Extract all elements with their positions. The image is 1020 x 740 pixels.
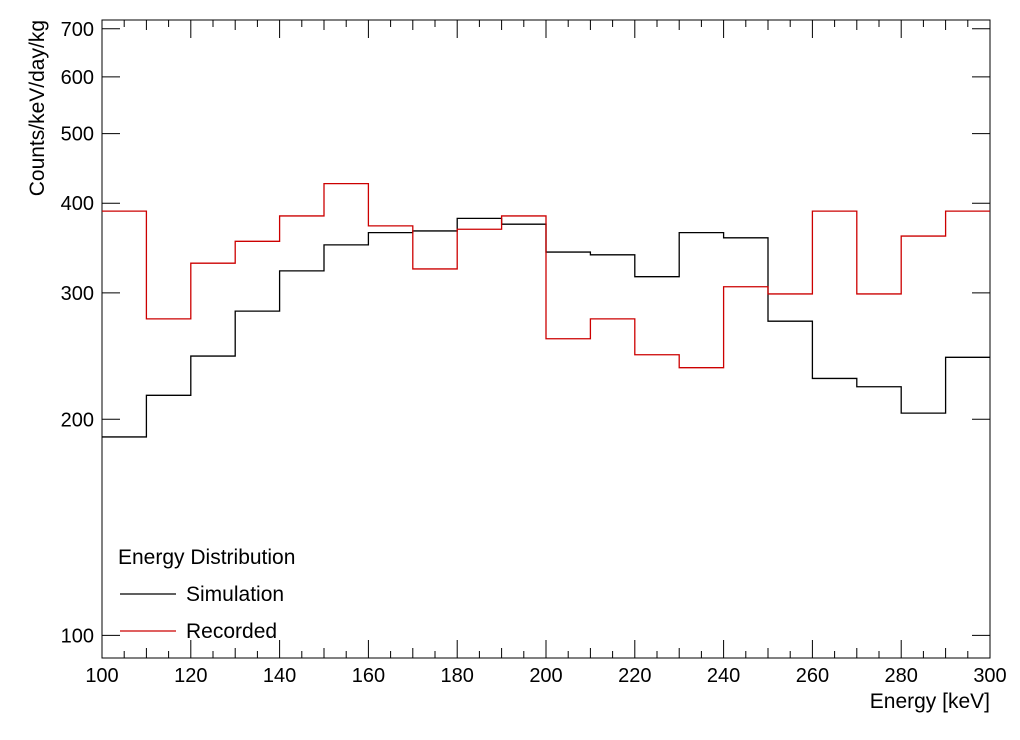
x-tick-label: 300 <box>973 665 1006 687</box>
axis-ticks: 100 120 140 160 180 200 220 240 260 280 300 100 200 3… <box>61 19 1007 687</box>
legend-label-recorded: Recorded <box>186 620 277 643</box>
x-tick-label: 140 <box>263 665 296 687</box>
y-tick-label: 200 <box>61 409 94 431</box>
x-tick-label: 220 <box>618 665 651 687</box>
y-tick-label: 600 <box>61 67 94 89</box>
legend-label-simulation: Simulation <box>186 583 284 606</box>
x-tick-label: 100 <box>85 665 118 687</box>
x-tick-label: 200 <box>529 665 562 687</box>
series-line-recorded <box>102 182 990 369</box>
legend: Energy Distribution Simulation Recorded <box>118 546 295 643</box>
x-axis-title: Energy [keV] <box>870 690 990 713</box>
y-tick-label: 500 <box>61 124 94 146</box>
legend-title: Energy Distribution <box>118 546 295 569</box>
x-tick-label: 120 <box>174 665 207 687</box>
y-tick-label: 700 <box>61 19 94 41</box>
x-tick-label: 180 <box>441 665 474 687</box>
x-tick-label: 240 <box>707 665 740 687</box>
x-tick-label: 260 <box>796 665 829 687</box>
y-tick-label: 100 <box>61 625 94 647</box>
y-tick-label: 400 <box>61 193 94 215</box>
x-tick-label: 160 <box>352 665 385 687</box>
series-group <box>102 182 990 438</box>
x-tick-label: 280 <box>885 665 918 687</box>
y-axis-title: Counts/keV/day/kg <box>26 20 49 196</box>
y-tick-label: 300 <box>61 283 94 305</box>
